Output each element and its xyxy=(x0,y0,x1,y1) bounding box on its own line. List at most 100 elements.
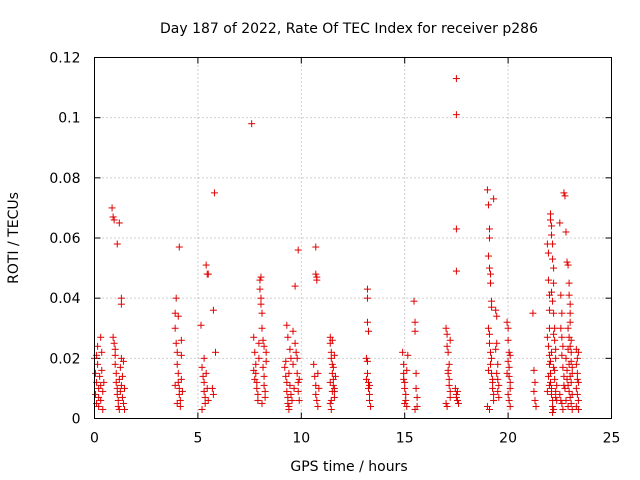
data-point xyxy=(174,369,182,377)
data-point xyxy=(283,387,291,395)
data-point xyxy=(487,270,495,278)
data-point xyxy=(565,387,573,395)
data-point xyxy=(97,381,105,389)
data-point xyxy=(505,396,513,404)
data-point xyxy=(312,243,320,251)
data-point xyxy=(572,360,580,368)
y-tick-labels: 0 0.02 0.04 0.06 0.08 0.1 0.12 xyxy=(49,51,80,428)
data-point xyxy=(503,369,511,377)
data-point xyxy=(257,273,265,281)
data-point xyxy=(566,309,574,317)
data-point xyxy=(562,228,570,236)
data-point xyxy=(546,210,554,218)
data-point xyxy=(120,384,128,392)
data-point xyxy=(198,405,206,413)
data-point xyxy=(445,360,453,368)
data-point xyxy=(454,399,462,407)
data-point xyxy=(197,321,205,329)
data-point xyxy=(494,375,502,383)
data-point xyxy=(566,372,574,380)
data-point xyxy=(453,396,461,404)
data-point xyxy=(363,294,371,302)
data-point xyxy=(505,348,513,356)
data-point xyxy=(259,336,267,344)
data-point xyxy=(504,390,512,398)
data-point xyxy=(443,402,451,410)
data-point xyxy=(363,318,371,326)
data-point xyxy=(293,369,301,377)
data-point xyxy=(443,342,451,350)
data-point xyxy=(119,357,127,365)
data-point xyxy=(329,381,337,389)
data-point xyxy=(574,378,582,386)
data-point xyxy=(293,354,301,362)
data-point xyxy=(532,402,540,410)
data-point xyxy=(495,381,503,389)
data-point xyxy=(284,393,292,401)
data-point xyxy=(550,264,558,272)
y-tick-label: 0.08 xyxy=(49,171,80,187)
data-point xyxy=(504,357,512,365)
data-points xyxy=(91,75,582,416)
data-point xyxy=(546,378,554,386)
x-tick-label: 5 xyxy=(193,431,202,447)
data-point xyxy=(312,270,320,278)
data-point xyxy=(111,345,119,353)
data-point xyxy=(506,402,514,410)
data-point xyxy=(574,405,582,413)
data-point xyxy=(485,330,493,338)
data-point xyxy=(287,354,295,362)
data-point xyxy=(487,348,495,356)
data-point xyxy=(315,384,323,392)
data-point xyxy=(262,348,270,356)
data-point xyxy=(119,399,127,407)
data-point xyxy=(548,222,556,230)
y-tick-label: 0.1 xyxy=(58,111,80,127)
data-point xyxy=(314,369,322,377)
data-point xyxy=(543,387,551,395)
data-point xyxy=(118,393,126,401)
data-point xyxy=(485,225,493,233)
data-point xyxy=(443,330,451,338)
data-point xyxy=(550,363,558,371)
data-point xyxy=(113,384,121,392)
data-point xyxy=(559,405,567,413)
data-point xyxy=(100,378,108,386)
data-point xyxy=(251,348,259,356)
data-point xyxy=(327,348,335,356)
data-point xyxy=(556,390,564,398)
data-point xyxy=(549,408,557,416)
data-point xyxy=(94,360,102,368)
data-point xyxy=(110,339,118,347)
data-point xyxy=(574,396,582,404)
data-point xyxy=(401,399,409,407)
data-point xyxy=(291,339,299,347)
data-point xyxy=(177,375,185,383)
data-point xyxy=(211,348,219,356)
data-point xyxy=(544,249,552,257)
data-point xyxy=(113,240,121,248)
data-point xyxy=(114,396,122,404)
data-point xyxy=(311,372,319,380)
data-point xyxy=(564,324,572,332)
data-point xyxy=(172,339,180,347)
data-point xyxy=(295,375,303,383)
data-point xyxy=(261,393,269,401)
data-point xyxy=(489,384,497,392)
data-point xyxy=(560,189,568,197)
data-point xyxy=(563,366,571,374)
data-point xyxy=(564,345,572,353)
data-point xyxy=(552,393,560,401)
data-point xyxy=(283,321,291,329)
data-point xyxy=(175,243,183,251)
data-point xyxy=(331,372,339,380)
data-point xyxy=(446,336,454,344)
data-point xyxy=(488,354,496,362)
data-point xyxy=(251,375,259,383)
data-point xyxy=(442,399,450,407)
y-tick-label: 0.04 xyxy=(49,291,80,307)
data-point xyxy=(506,384,514,392)
data-point xyxy=(254,396,262,404)
x-axis-label: GPS time / hours xyxy=(290,459,407,475)
data-point xyxy=(404,351,412,359)
